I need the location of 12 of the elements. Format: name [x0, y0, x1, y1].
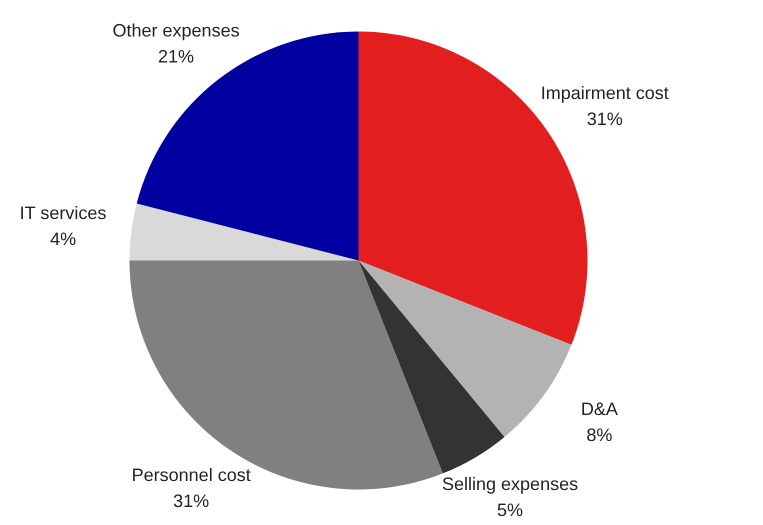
slice-label: Personnel cost [132, 464, 251, 485]
data-label: 31% [173, 490, 210, 511]
data-label: 5% [497, 500, 524, 520]
slice-label: Selling expenses [442, 474, 578, 494]
slice-label: IT services [20, 203, 106, 224]
slice-label: Other expenses [112, 20, 240, 40]
slice-label: D&A [580, 399, 618, 420]
data-label: 4% [50, 229, 76, 250]
data-label: 8% [586, 425, 612, 446]
data-label: 31% [586, 109, 623, 130]
slice-label: Impairment cost [540, 83, 669, 104]
data-label: 21% [158, 46, 194, 66]
